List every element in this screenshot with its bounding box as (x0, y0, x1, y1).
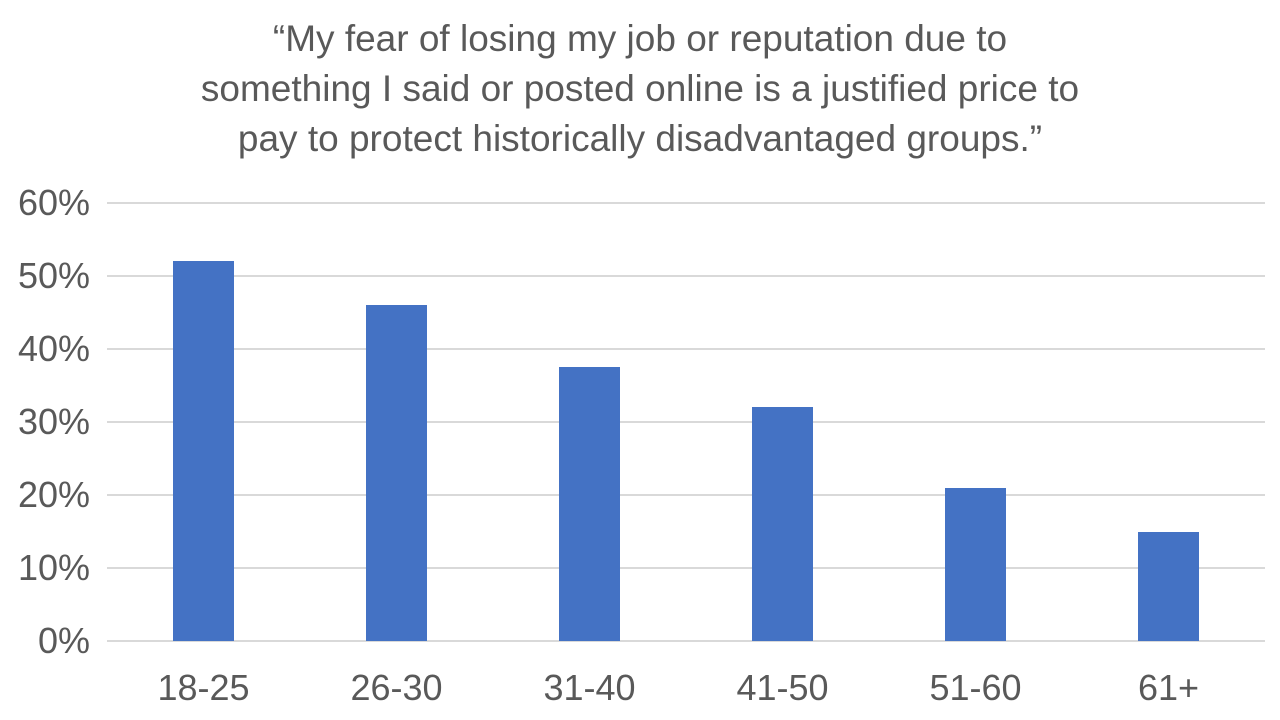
plot-area (107, 202, 1265, 642)
y-axis: 0% 10% 20% 30% 40% 50% 60% (0, 0, 107, 720)
x-tick-label: 61+ (1137, 667, 1200, 708)
x-tick-label: 51-60 (929, 667, 1022, 708)
y-tick-label: 30% (17, 401, 90, 442)
chart-title: “My fear of losing my job or reputation … (60, 14, 1220, 164)
bar-26-30 (366, 305, 427, 641)
y-gridline (107, 348, 1265, 350)
y-gridline (107, 494, 1265, 496)
x-tick-label: 18-25 (157, 667, 250, 708)
y-tick-label: 50% (17, 255, 90, 296)
y-tick-label: 40% (17, 328, 90, 369)
y-gridline (107, 421, 1265, 423)
x-tick-label: 26-30 (350, 667, 443, 708)
x-axis: 18-25 26-30 31-40 41-50 51-60 61+ (0, 664, 1280, 712)
y-gridline (107, 567, 1265, 569)
y-gridline (107, 202, 1265, 204)
y-tick-label: 20% (17, 474, 90, 515)
bar-61+ (1138, 531, 1199, 641)
chart-title-line-3: pay to protect historically disadvantage… (237, 118, 1043, 159)
bar-51-60 (945, 487, 1006, 641)
bar-31-40 (559, 367, 620, 641)
x-tick-label: 31-40 (543, 667, 636, 708)
y-tick-label: 0% (37, 620, 90, 661)
chart-title-line-1: “My fear of losing my job or reputation … (272, 18, 1008, 59)
y-gridline (107, 640, 1265, 642)
y-tick-label: 60% (17, 182, 90, 223)
bar-41-50 (752, 407, 813, 641)
x-tick-label: 41-50 (736, 667, 829, 708)
bar-18-25 (173, 261, 234, 641)
y-gridline (107, 275, 1265, 277)
y-tick-label: 10% (17, 547, 90, 588)
chart-title-line-2: something I said or posted online is a j… (200, 68, 1080, 109)
